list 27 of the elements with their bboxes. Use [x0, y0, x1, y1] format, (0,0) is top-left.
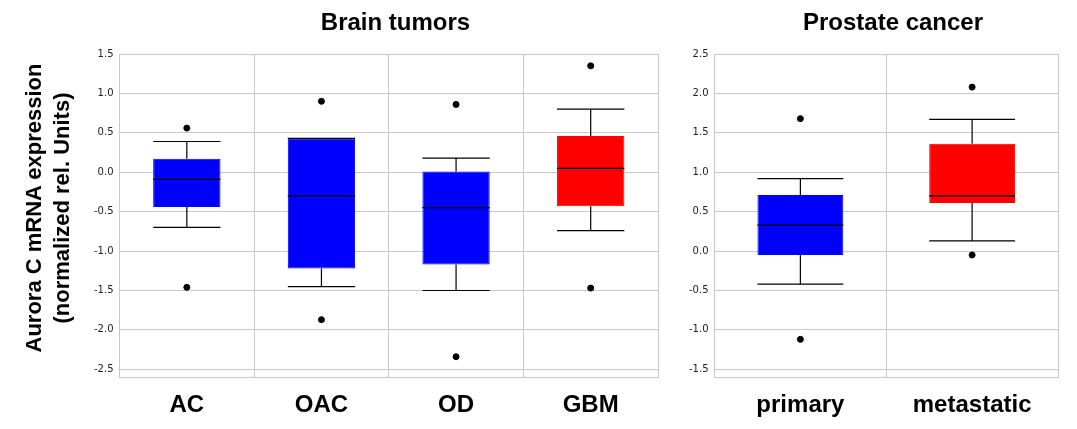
y-tick-label: 0.5 — [97, 126, 114, 138]
x-tick-label: primary — [756, 390, 846, 418]
y-tick-label: -1.5 — [689, 362, 709, 374]
x-tick-label: metastatic — [912, 390, 1032, 418]
y-tick-label: 1.0 — [97, 87, 114, 99]
x-tick-label: OAC — [294, 390, 349, 418]
x-tick-label: OD — [438, 390, 475, 418]
x-tick-label: AC — [169, 390, 205, 418]
y-tick-label: -1.0 — [94, 244, 114, 256]
y-tick-label: -0.5 — [689, 284, 709, 296]
y-tick-label: 1.0 — [692, 165, 709, 177]
y-tick-label: 0.0 — [97, 165, 114, 177]
y-tick-label: -2.0 — [94, 323, 114, 335]
y-tick-label: -0.5 — [94, 205, 114, 217]
chart-title: Prostate cancer — [801, 8, 984, 37]
y-tick-label: 2.5 — [692, 47, 709, 59]
y-tick-label: -2.5 — [94, 362, 114, 374]
y-tick-label: -1.5 — [94, 284, 114, 296]
x-tick-label: GBM — [562, 390, 619, 418]
y-tick-label: 1.5 — [97, 47, 114, 59]
y-axis-title: Aurora C mRNA expression (normalized rel. Units) — [20, 63, 75, 353]
chart-title: Brain tumors — [319, 8, 471, 37]
y-tick-label: 0.0 — [692, 244, 709, 256]
y-tick-label: 0.5 — [692, 205, 709, 217]
y-tick-label: -1.0 — [689, 323, 709, 335]
y-tick-label: 2.0 — [692, 87, 709, 99]
y-tick-label: 1.5 — [692, 126, 709, 138]
